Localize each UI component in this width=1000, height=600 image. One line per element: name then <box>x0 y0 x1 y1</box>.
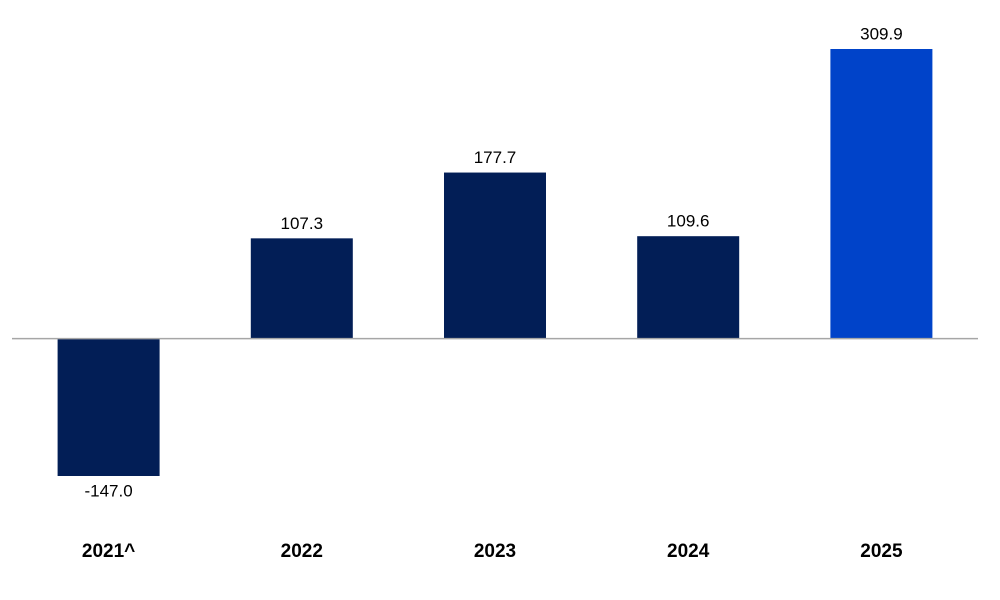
bar <box>250 238 353 339</box>
bar <box>444 172 546 339</box>
value-label: 107.3 <box>281 214 324 233</box>
x-tick-label: 2025 <box>860 541 903 562</box>
x-tick-label: 2021^ <box>82 541 135 562</box>
value-label: 109.6 <box>667 212 710 231</box>
value-label: 177.7 <box>474 148 517 167</box>
value-label: -147.0 <box>84 481 132 500</box>
value-label: 309.9 <box>860 24 903 43</box>
bar <box>637 236 740 339</box>
bar <box>57 338 160 476</box>
x-tick-label: 2024 <box>667 541 710 562</box>
x-tick-label: 2023 <box>474 541 516 562</box>
bar <box>830 49 933 339</box>
x-tick-label: 2022 <box>281 541 323 562</box>
